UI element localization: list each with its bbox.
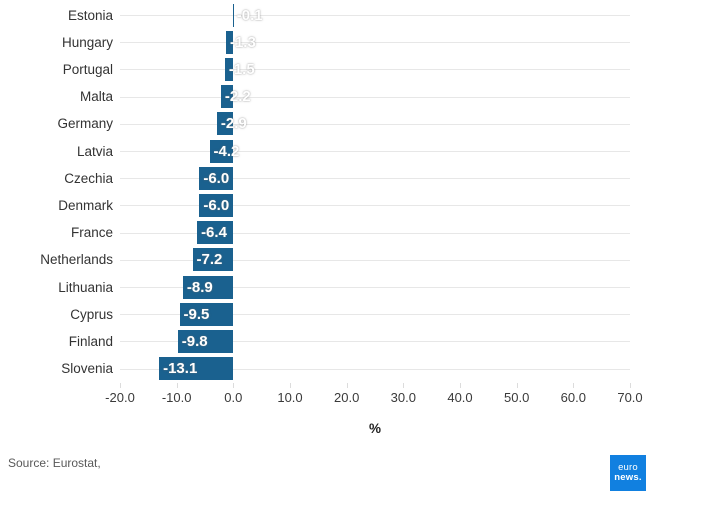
row-gridline [120, 69, 630, 71]
bar-value-label: -13.1 [163, 360, 198, 378]
bar-value-label: -9.5 [183, 305, 210, 323]
chart-row: Latvia -4.2 [0, 138, 714, 165]
x-tick-mark [573, 383, 575, 388]
row-gridline [120, 205, 630, 207]
x-tick-label: 70.0 [617, 390, 643, 405]
bar [159, 357, 234, 381]
category-label: Cyprus [70, 306, 113, 322]
category-label: Hungary [61, 34, 113, 50]
category-label: Slovenia [61, 361, 113, 377]
bar [232, 3, 234, 27]
bar [192, 248, 234, 272]
row-gridline [120, 341, 630, 343]
x-tick-label: 60.0 [560, 390, 586, 405]
row-gridline [120, 232, 630, 234]
chart-row: Cyprus -9.5 [0, 301, 714, 328]
chart-row: Czechia -6.0 [0, 165, 714, 192]
x-tick-label: 40.0 [447, 390, 473, 405]
x-tick-mark [233, 383, 235, 388]
x-axis-title: % [368, 421, 381, 436]
x-tick-mark [403, 383, 405, 388]
bar [220, 85, 234, 109]
chart-row: Portugal -1.5 [0, 56, 714, 83]
x-tick-mark [516, 383, 518, 388]
row-gridline [120, 178, 630, 180]
row-gridline [120, 287, 630, 289]
x-tick-label: 0.0 [224, 390, 243, 405]
logo-line-euro: euro [618, 462, 638, 474]
category-label: Czechia [64, 170, 113, 186]
category-label: Lithuania [58, 279, 113, 295]
bar-value-label: -1.3 [229, 33, 256, 51]
x-tick-mark [120, 383, 121, 388]
category-label: Germany [57, 116, 113, 132]
x-tick-mark [460, 383, 461, 388]
category-label: Malta [79, 89, 113, 105]
row-gridline [120, 42, 630, 44]
row-gridline [120, 96, 630, 98]
category-label: Latvia [76, 143, 113, 159]
x-tick-label: 20.0 [334, 390, 360, 405]
bar-value-label: -6.4 [201, 224, 227, 242]
x-tick-mark [630, 383, 631, 388]
bar-value-label: -9.8 [181, 332, 208, 350]
row-gridline [120, 151, 630, 153]
category-label: Finland [68, 333, 113, 349]
bar [209, 139, 234, 163]
bar-value-label: -2.9 [220, 115, 247, 133]
bar-value-label: -1.5 [228, 60, 255, 78]
x-tick-mark [346, 383, 348, 388]
bar [177, 329, 234, 353]
row-gridline [120, 259, 630, 261]
row-gridline [120, 15, 630, 17]
bar [216, 112, 234, 136]
bar-value-label: -7.2 [196, 251, 223, 269]
chart-row: Slovenia -13.1 [0, 355, 714, 382]
bar-value-label: -8.9 [186, 278, 213, 296]
bar [199, 193, 234, 217]
bar [182, 275, 234, 299]
row-gridline [120, 314, 630, 316]
chart-row: Netherlands -7.2 [0, 246, 714, 273]
x-tick-label: -20.0 [105, 390, 135, 405]
x-tick-label: 10.0 [277, 390, 303, 405]
bar-value-label: -6.0 [203, 169, 230, 187]
source-text: Source: Eurostat, [8, 456, 101, 470]
chart-row: Denmark -6.0 [0, 192, 714, 219]
chart-row: Hungary -1.3 [0, 29, 714, 56]
euronews-logo: euro news. [610, 455, 646, 491]
chart-row: Finland -9.8 [0, 328, 714, 355]
bar [199, 166, 234, 190]
row-gridline [120, 368, 630, 370]
chart-row: Lithuania -8.9 [0, 274, 714, 301]
chart-row: Malta -2.2 [0, 83, 714, 110]
bar-chart-plot-area: Estonia -0.1 Hungary -1.3 Portugal -1.5 Malta -… [0, 1, 714, 383]
category-label: Portugal [62, 61, 113, 77]
bar-value-label: -4.2 [213, 142, 240, 160]
bar [197, 221, 234, 245]
bar-value-label: -0.1 [236, 6, 263, 24]
x-tick-mark [176, 383, 178, 388]
bar [179, 302, 234, 326]
chart-row: Estonia -0.1 [0, 2, 714, 29]
logo-line-news: news. [614, 471, 642, 483]
category-label: Netherlands [40, 252, 113, 268]
x-tick-mark [290, 383, 291, 388]
category-label: Denmark [58, 197, 113, 213]
bar [225, 30, 234, 54]
bar [224, 57, 234, 81]
chart-row: Germany -2.9 [0, 110, 714, 137]
bar-value-label: -2.2 [224, 88, 251, 106]
bar-value-label: -6.0 [203, 196, 230, 214]
category-label: Estonia [67, 7, 113, 23]
chart-row: France -6.4 [0, 219, 714, 246]
x-tick-label: 30.0 [390, 390, 416, 405]
x-tick-label: 50.0 [504, 390, 530, 405]
category-label: France [70, 225, 113, 241]
row-gridline [120, 123, 630, 125]
x-tick-label: -10.0 [161, 390, 192, 405]
